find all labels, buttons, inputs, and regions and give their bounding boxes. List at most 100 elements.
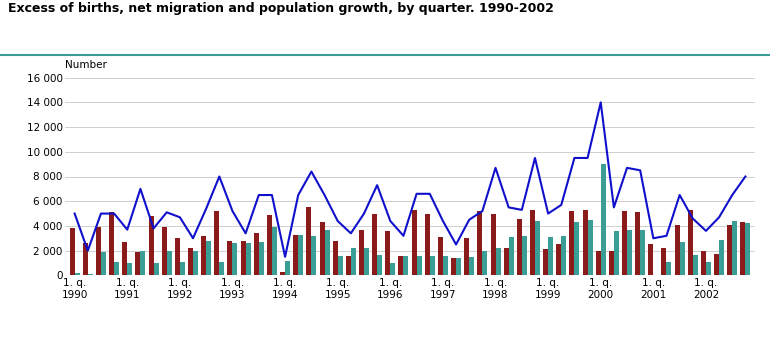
- Bar: [701, 251, 706, 275]
- Bar: [648, 244, 653, 275]
- Bar: [306, 207, 311, 275]
- Bar: [727, 225, 732, 275]
- Bar: [609, 251, 614, 275]
- Bar: [741, 222, 745, 275]
- Bar: [127, 263, 132, 275]
- Bar: [398, 256, 403, 275]
- Bar: [482, 251, 487, 275]
- Bar: [206, 241, 211, 275]
- Bar: [69, 228, 75, 275]
- Bar: [548, 237, 553, 275]
- Bar: [504, 248, 509, 275]
- Bar: [456, 258, 461, 275]
- Bar: [259, 242, 264, 275]
- Bar: [346, 256, 351, 275]
- Bar: [267, 215, 272, 275]
- Bar: [324, 229, 330, 275]
- Bar: [214, 211, 219, 275]
- Bar: [614, 231, 619, 275]
- Bar: [517, 219, 522, 275]
- Bar: [153, 263, 159, 275]
- Bar: [233, 243, 237, 275]
- Bar: [293, 234, 298, 275]
- Bar: [75, 273, 79, 275]
- Bar: [583, 210, 588, 275]
- Bar: [530, 210, 535, 275]
- Bar: [285, 261, 290, 275]
- Bar: [298, 234, 303, 275]
- Bar: [667, 262, 671, 275]
- Bar: [556, 244, 561, 275]
- Bar: [114, 262, 119, 275]
- Bar: [464, 238, 469, 275]
- Bar: [162, 227, 167, 275]
- Bar: [438, 237, 443, 275]
- Bar: [109, 212, 114, 275]
- Bar: [451, 258, 456, 275]
- Bar: [570, 211, 574, 275]
- Bar: [596, 251, 601, 275]
- Bar: [417, 256, 422, 275]
- Bar: [601, 164, 606, 275]
- Bar: [680, 242, 685, 275]
- Bar: [201, 236, 206, 275]
- Bar: [364, 248, 369, 275]
- Bar: [561, 236, 566, 275]
- Bar: [640, 229, 645, 275]
- Bar: [496, 248, 500, 275]
- Bar: [351, 248, 356, 275]
- Bar: [522, 236, 527, 275]
- Bar: [219, 262, 224, 275]
- Bar: [535, 221, 540, 275]
- Bar: [338, 256, 343, 275]
- Bar: [167, 251, 172, 275]
- Bar: [385, 231, 390, 275]
- Text: Excess of births, net migration and population growth, by quarter. 1990-2002: Excess of births, net migration and popu…: [8, 2, 554, 15]
- Bar: [96, 227, 101, 275]
- Bar: [443, 256, 448, 275]
- Bar: [193, 251, 198, 275]
- Text: Number: Number: [65, 60, 107, 70]
- Bar: [490, 214, 496, 275]
- Bar: [372, 214, 377, 275]
- Bar: [83, 243, 88, 275]
- Bar: [136, 252, 140, 275]
- Bar: [574, 222, 579, 275]
- Bar: [254, 233, 259, 275]
- Bar: [122, 242, 127, 275]
- Bar: [732, 221, 737, 275]
- Bar: [272, 227, 277, 275]
- Bar: [88, 274, 93, 275]
- Bar: [635, 212, 640, 275]
- Bar: [390, 263, 395, 275]
- Bar: [430, 256, 435, 275]
- Bar: [627, 229, 632, 275]
- Bar: [101, 252, 106, 275]
- Bar: [543, 249, 548, 275]
- Bar: [745, 223, 751, 275]
- Bar: [246, 243, 250, 275]
- Bar: [377, 255, 382, 275]
- Bar: [469, 257, 474, 275]
- Bar: [280, 272, 285, 275]
- Bar: [188, 248, 193, 275]
- Bar: [311, 236, 316, 275]
- Bar: [403, 256, 408, 275]
- Bar: [180, 262, 185, 275]
- Bar: [688, 210, 693, 275]
- Bar: [706, 262, 711, 275]
- Bar: [719, 239, 724, 275]
- Bar: [693, 255, 698, 275]
- Bar: [175, 238, 180, 275]
- Bar: [359, 229, 364, 275]
- Bar: [320, 222, 324, 275]
- Bar: [333, 241, 338, 275]
- Bar: [714, 254, 719, 275]
- Bar: [588, 220, 593, 275]
- Bar: [675, 225, 680, 275]
- Bar: [622, 211, 627, 275]
- Bar: [241, 241, 246, 275]
- Bar: [425, 214, 430, 275]
- Bar: [149, 216, 153, 275]
- Bar: [509, 237, 514, 275]
